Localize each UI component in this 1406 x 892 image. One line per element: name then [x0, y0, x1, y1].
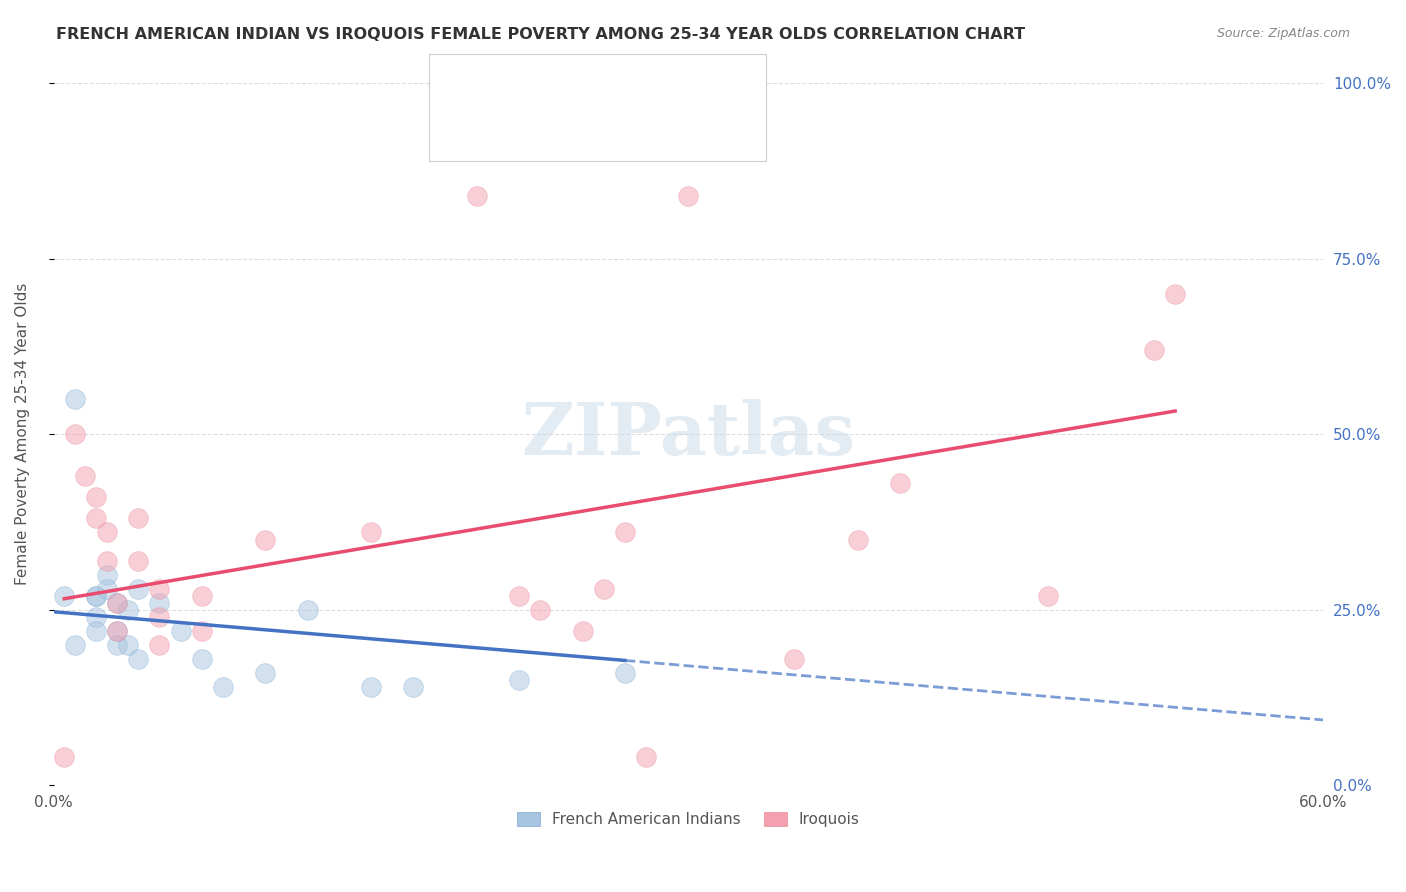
Point — [117, 602, 139, 616]
Y-axis label: Female Poverty Among 25-34 Year Olds: Female Poverty Among 25-34 Year Olds — [15, 283, 30, 585]
Point — [84, 609, 107, 624]
Point — [190, 624, 212, 638]
Point — [148, 609, 170, 624]
Point — [360, 525, 382, 540]
Point — [529, 602, 551, 616]
Point — [889, 476, 911, 491]
Point — [127, 582, 149, 596]
Point — [63, 392, 86, 407]
Point — [117, 638, 139, 652]
Point — [84, 589, 107, 603]
Point — [169, 624, 191, 638]
Point — [190, 652, 212, 666]
Point — [84, 511, 107, 525]
Point — [96, 582, 118, 596]
Point — [84, 624, 107, 638]
Point — [127, 652, 149, 666]
Legend: French American Indians, Iroquois: French American Indians, Iroquois — [510, 806, 866, 834]
Point — [613, 525, 636, 540]
Point — [508, 589, 530, 603]
Point — [148, 638, 170, 652]
Point — [783, 652, 806, 666]
Text: ZIPatlas: ZIPatlas — [522, 399, 855, 470]
Point — [360, 680, 382, 694]
Point — [105, 624, 128, 638]
Point — [75, 469, 97, 483]
Point — [53, 589, 76, 603]
Point — [105, 596, 128, 610]
Point — [1038, 589, 1060, 603]
Point — [254, 533, 277, 547]
Point — [96, 567, 118, 582]
Point — [63, 427, 86, 442]
Point — [636, 750, 658, 764]
Point — [465, 188, 488, 202]
Point — [96, 553, 118, 567]
Point — [105, 638, 128, 652]
Point — [508, 673, 530, 687]
Point — [1164, 287, 1187, 301]
Point — [402, 680, 425, 694]
Point — [148, 596, 170, 610]
Point — [96, 525, 118, 540]
Point — [53, 750, 76, 764]
Text: Source: ZipAtlas.com: Source: ZipAtlas.com — [1216, 27, 1350, 40]
Point — [212, 680, 235, 694]
Point — [613, 665, 636, 680]
Point — [846, 533, 869, 547]
Point — [84, 491, 107, 505]
Point — [254, 665, 277, 680]
Point — [592, 582, 614, 596]
Point — [84, 589, 107, 603]
Point — [127, 511, 149, 525]
Point — [297, 602, 319, 616]
Point — [105, 596, 128, 610]
Point — [63, 638, 86, 652]
Point — [148, 582, 170, 596]
Point — [127, 553, 149, 567]
Point — [678, 188, 700, 202]
Point — [571, 624, 593, 638]
Point — [190, 589, 212, 603]
Point — [1143, 343, 1166, 357]
Text: FRENCH AMERICAN INDIAN VS IROQUOIS FEMALE POVERTY AMONG 25-34 YEAR OLDS CORRELAT: FRENCH AMERICAN INDIAN VS IROQUOIS FEMAL… — [56, 27, 1025, 42]
Point — [105, 624, 128, 638]
